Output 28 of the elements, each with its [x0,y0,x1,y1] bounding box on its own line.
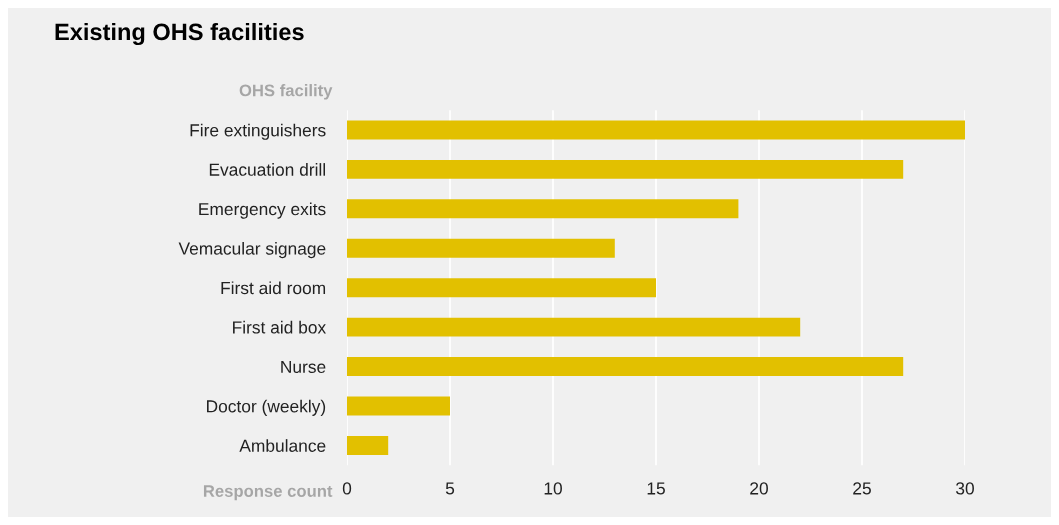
bar [347,317,801,337]
x-tick-label: 30 [956,482,974,495]
y-tick-label: Fire extinguishers [190,123,326,140]
bar [347,120,965,140]
x-tick-label: 0 [342,482,352,495]
y-tick-label: Vemacular signage [178,241,326,259]
x-tick-label: 5 [445,482,455,495]
x-tick-label: 20 [750,482,768,495]
y-tick-label: Ambulance [239,439,326,452]
bar [347,357,904,377]
x-tick-label: 25 [853,482,871,495]
y-axis-title: OHS facility [239,84,333,100]
y-tick-label: First aid box [233,320,326,334]
x-tick-label: 10 [544,482,562,495]
bar [347,396,450,416]
y-tick-label: Emergency exits [199,202,326,219]
bar [347,199,739,219]
chart-title: Existing OHS facilities [55,22,304,46]
x-axis-title: Response count [203,485,333,501]
y-tick-label: First aid room [221,281,326,295]
bar [347,238,615,258]
bar [347,159,904,179]
y-tick-label: Nurse [281,360,326,374]
bar [347,278,656,298]
y-tick-label: Evacuation drill [209,163,326,176]
bar [347,435,389,455]
x-tick-label: 15 [647,482,665,495]
y-tick-label: Doctor (weekly) [207,399,326,416]
